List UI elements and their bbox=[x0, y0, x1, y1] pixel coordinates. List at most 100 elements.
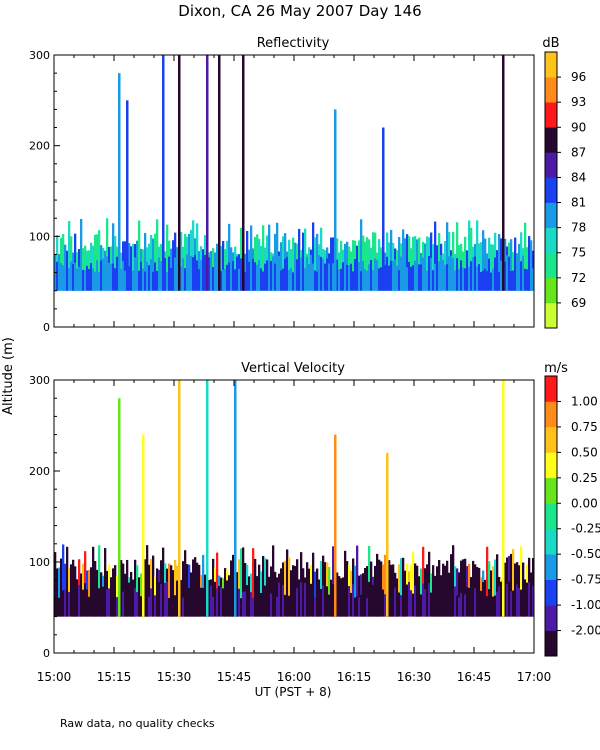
echo-column-low bbox=[296, 588, 299, 617]
echo-column-low bbox=[168, 597, 171, 617]
echo-column-low bbox=[520, 589, 523, 617]
echo-column-low bbox=[382, 589, 385, 617]
echo-column-low bbox=[358, 597, 361, 617]
echo-column bbox=[92, 546, 95, 617]
echo-column bbox=[192, 559, 195, 617]
echo-column-low bbox=[366, 270, 369, 291]
echo-column-low bbox=[212, 267, 215, 291]
echo-column bbox=[496, 554, 499, 617]
x-tick-label: 15:45 bbox=[217, 670, 252, 684]
echo-column-low bbox=[208, 580, 211, 617]
colorbar-tick-label: 1.00 bbox=[571, 394, 598, 408]
echo-column-low bbox=[276, 596, 279, 617]
echo-column bbox=[436, 566, 439, 617]
echo-column bbox=[404, 570, 407, 617]
echo-column bbox=[62, 544, 65, 617]
echo-column-low bbox=[424, 589, 427, 617]
echo-column bbox=[84, 245, 87, 291]
echo-column-low bbox=[298, 269, 301, 291]
echo-column-low bbox=[248, 587, 251, 617]
echo-column-low bbox=[254, 598, 257, 617]
echo-column bbox=[356, 545, 359, 617]
echo-column-low bbox=[380, 593, 383, 617]
echo-column-low bbox=[216, 588, 219, 617]
tall-echo bbox=[162, 55, 165, 291]
reflectivity-panel-title: Reflectivity bbox=[257, 36, 330, 51]
echo-column-low bbox=[348, 265, 351, 291]
echo-column bbox=[288, 557, 291, 617]
echo-column-low bbox=[240, 258, 243, 291]
echo-column-low bbox=[512, 270, 515, 291]
echo-column-low bbox=[306, 596, 309, 617]
echo-column-low bbox=[88, 269, 91, 291]
echo-column-low bbox=[82, 589, 85, 617]
echo-column bbox=[406, 234, 409, 291]
colorbar-tick-label: -2.00 bbox=[571, 624, 600, 638]
echo-column-low bbox=[312, 594, 315, 617]
echo-column-low bbox=[280, 582, 283, 617]
tall-echo bbox=[178, 55, 181, 291]
echo-column-low bbox=[440, 255, 443, 291]
echo-column bbox=[54, 552, 57, 617]
echo-column-low bbox=[266, 582, 269, 617]
echo-column-low bbox=[72, 587, 75, 617]
echo-column-low bbox=[152, 581, 155, 617]
echo-column-low bbox=[306, 256, 309, 291]
echo-column-low bbox=[276, 267, 279, 291]
echo-column bbox=[244, 562, 247, 617]
echo-column-low bbox=[350, 592, 353, 617]
echo-column-low bbox=[168, 256, 171, 291]
echo-column-low bbox=[370, 259, 373, 291]
echo-column-low bbox=[448, 584, 451, 617]
echo-column-low bbox=[444, 264, 447, 291]
echo-column-low bbox=[290, 583, 293, 617]
colorbar-segment bbox=[545, 528, 557, 555]
echo-column-low bbox=[392, 260, 395, 291]
echo-column bbox=[270, 566, 273, 617]
reflectivity-colorbar: 69 72 75 78 81 84 87 90 93 96 bbox=[544, 51, 586, 329]
echo-column bbox=[106, 218, 109, 291]
echo-column-low bbox=[326, 586, 329, 617]
echo-column-low bbox=[282, 584, 285, 617]
echo-column-low bbox=[186, 254, 189, 291]
echo-column bbox=[432, 244, 435, 291]
colorbar-tick-label: 93 bbox=[571, 95, 586, 109]
echo-column-low bbox=[160, 261, 163, 291]
echo-column bbox=[426, 236, 429, 291]
echo-column bbox=[92, 245, 95, 291]
echo-column bbox=[228, 223, 231, 291]
echo-column-low bbox=[122, 591, 125, 617]
echo-column-low bbox=[68, 591, 71, 617]
echo-column-low bbox=[240, 598, 243, 617]
echo-column bbox=[298, 228, 301, 291]
echo-column bbox=[388, 560, 391, 617]
echo-column-low bbox=[526, 582, 529, 617]
echo-column bbox=[366, 566, 369, 617]
colorbar-segment bbox=[545, 52, 557, 78]
echo-column-low bbox=[166, 271, 169, 291]
echo-column-low bbox=[164, 258, 167, 291]
echo-column bbox=[288, 239, 291, 291]
colorbar-tick-label: 90 bbox=[571, 120, 586, 134]
echo-column-low bbox=[198, 269, 201, 291]
velocity-x-ticks bbox=[53, 380, 535, 653]
reflectivity-colorbar-unit: dB bbox=[542, 36, 559, 51]
echo-column-low bbox=[342, 262, 345, 291]
echo-column-low bbox=[458, 268, 461, 291]
echo-column bbox=[68, 221, 71, 291]
echo-column-low bbox=[220, 586, 223, 617]
echo-column-low bbox=[66, 265, 69, 291]
echo-column-low bbox=[124, 270, 127, 291]
echo-column-low bbox=[194, 583, 197, 617]
echo-column-low bbox=[202, 588, 205, 617]
echo-column bbox=[370, 561, 373, 617]
echo-column-low bbox=[376, 591, 379, 617]
echo-column-low bbox=[102, 586, 105, 617]
echo-column-low bbox=[228, 582, 231, 617]
echo-column bbox=[74, 233, 77, 291]
echo-column-low bbox=[150, 588, 153, 617]
echo-column-low bbox=[68, 268, 71, 291]
echo-column-low bbox=[472, 594, 475, 617]
echo-column-low bbox=[348, 586, 351, 617]
